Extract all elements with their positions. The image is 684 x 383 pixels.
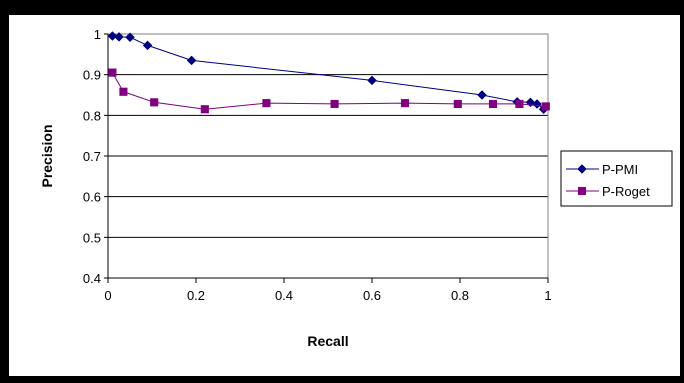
series-p-roget bbox=[108, 68, 550, 114]
chart-frame: 0.4 0.5 0.6 0.7 0.8 0.9 1 0 0.2 0.4 0.6 0.8 1 Recall… bbox=[9, 15, 680, 376]
data-point-p-pmi bbox=[186, 55, 197, 66]
series-line-p-roget bbox=[111, 72, 546, 110]
x-tick-label: 1 bbox=[544, 288, 551, 303]
x-tick-label: 0.2 bbox=[187, 288, 205, 303]
gridlines bbox=[108, 33, 548, 279]
y-tick-label: 0.6 bbox=[83, 190, 101, 205]
data-point-p-pmi bbox=[114, 31, 124, 42]
y-tick-label: 0.9 bbox=[83, 68, 101, 83]
y-tick-label: 0.5 bbox=[83, 230, 101, 245]
data-point-p-roget bbox=[119, 87, 128, 96]
data-point-p-roget bbox=[515, 99, 524, 108]
data-point-p-roget bbox=[453, 99, 462, 108]
data-point-p-roget bbox=[108, 68, 117, 77]
axes: 0.4 0.5 0.6 0.7 0.8 0.9 1 0 0.2 0.4 0.6 0.8 1 bbox=[83, 27, 552, 303]
legend-marker-p-pmi bbox=[577, 164, 587, 174]
data-point-p-pmi bbox=[532, 99, 542, 109]
legend: P-PMI P-Roget bbox=[560, 150, 673, 207]
x-tick-label: 0 bbox=[104, 288, 111, 303]
data-point-p-roget bbox=[541, 102, 550, 111]
legend-label-p-pmi: P-PMI bbox=[602, 162, 638, 177]
data-point-p-roget bbox=[200, 105, 209, 114]
legend-label-p-roget: P-Roget bbox=[602, 184, 650, 199]
series-p-pmi bbox=[107, 31, 549, 115]
legend-marker-p-roget bbox=[577, 186, 587, 196]
data-point-p-roget bbox=[330, 99, 339, 108]
y-tick-label: 0.4 bbox=[83, 271, 101, 286]
data-point-p-pmi bbox=[477, 90, 487, 100]
y-tick-label: 0.8 bbox=[83, 108, 101, 123]
data-point-p-pmi bbox=[107, 31, 118, 41]
x-tick-label: 0.4 bbox=[275, 288, 293, 303]
x-axis-title: Recall bbox=[307, 333, 348, 349]
data-point-p-roget bbox=[150, 98, 159, 107]
y-tick-label: 1 bbox=[94, 27, 101, 42]
series bbox=[107, 31, 550, 115]
data-point-p-pmi bbox=[125, 32, 135, 43]
series-line-p-pmi bbox=[112, 35, 544, 110]
data-point-p-roget bbox=[488, 99, 498, 108]
x-tick-label: 0.6 bbox=[363, 288, 381, 303]
legend-box bbox=[560, 150, 673, 207]
precision-recall-chart: 0.4 0.5 0.6 0.7 0.8 0.9 1 0 0.2 0.4 0.6 0.8 1 Recall… bbox=[39, 27, 673, 349]
y-axis-title: Precision bbox=[39, 124, 55, 187]
x-tick-label: 0.8 bbox=[451, 288, 469, 303]
data-point-p-pmi bbox=[142, 40, 153, 51]
data-point-p-roget bbox=[262, 99, 271, 108]
y-tick-label: 0.7 bbox=[83, 149, 101, 164]
data-point-p-pmi bbox=[367, 75, 377, 86]
data-point-p-roget bbox=[400, 99, 410, 108]
